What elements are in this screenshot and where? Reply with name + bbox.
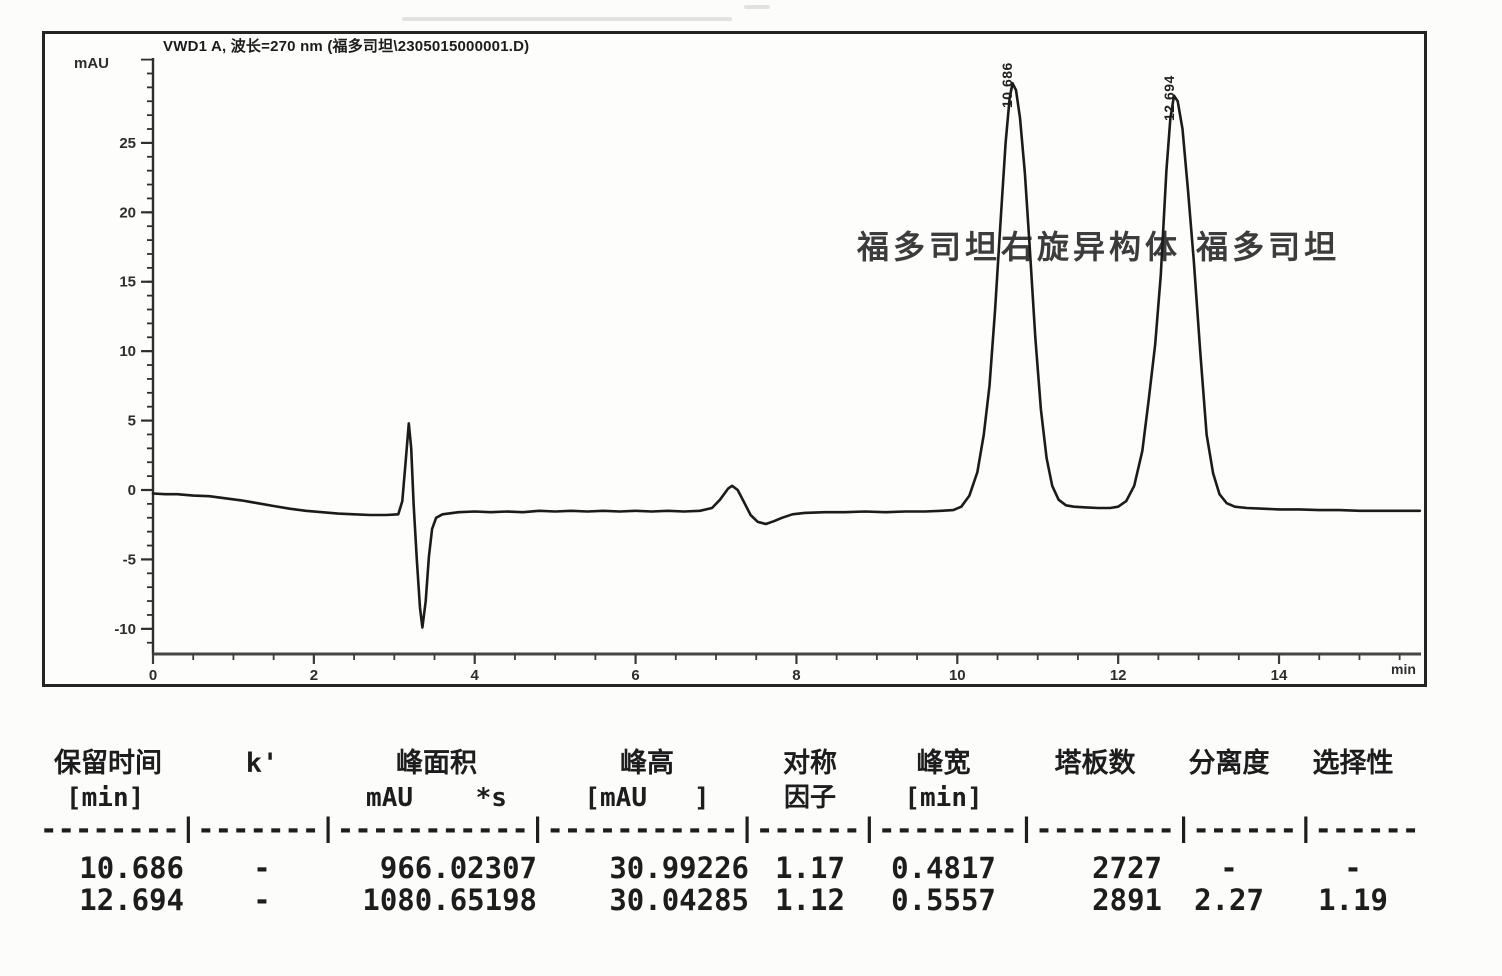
table-cell: 2891: [1092, 884, 1162, 916]
table-separator: --------|-------|-----------|-----------…: [40, 816, 1420, 843]
col-header-8: 选择性: [1286, 746, 1420, 816]
peak-names-annotation: 福多司坦右旋异构体 福多司坦: [857, 228, 1341, 266]
peak-rt-label: 10.686: [999, 62, 1016, 109]
table-cell: 2.27: [1194, 884, 1264, 916]
col-header-5: 峰宽 [min]: [869, 746, 1018, 816]
table-cell: 12.694: [79, 884, 184, 916]
col-header-unit: [min]: [66, 783, 145, 813]
table-cell: 966.02307: [379, 851, 537, 884]
col-header-name: 选择性: [1312, 748, 1394, 779]
table-cell: 10.686: [79, 851, 184, 884]
table-cell: -: [253, 884, 271, 916]
peak-results-table: 保留时间 [min] k' 峰面积 mAU *s 峰高 [mAU ] 对称因子 峰宽 [min] 塔…: [40, 746, 1420, 916]
table-cell: 1.12: [775, 884, 845, 916]
col-header-name: 保留时间: [54, 748, 162, 779]
table-cell: -: [1220, 851, 1238, 884]
table-cell: 1.19: [1318, 884, 1388, 916]
col-header-unit: [min]: [904, 783, 983, 813]
col-header-unit: 因子: [783, 783, 836, 813]
scan-artifact: [744, 5, 770, 9]
table-row: 12.694 - 1080.65198 30.04285 1.12 0.5557 2891 2…: [40, 884, 1420, 916]
col-header-name: k': [245, 748, 279, 779]
chromatogram-title: VWD1 A, 波长=270 nm (福多司坦\2305015000001.D): [163, 38, 530, 55]
col-header-name: 分离度: [1188, 748, 1270, 779]
col-header-name: 峰高: [620, 748, 674, 779]
col-header-2: 峰面积 mAU *s: [330, 746, 543, 816]
y-axis-unit-label: mAU: [74, 55, 110, 72]
col-header-name: 对称: [783, 748, 837, 779]
x-axis-unit-label: min: [1391, 661, 1416, 677]
col-header-unit: [mAU ]: [584, 783, 710, 813]
table-cell: 30.99226: [609, 851, 749, 884]
table-cell: 2727: [1092, 851, 1162, 884]
scan-artifact: [402, 17, 732, 21]
col-header-name: 塔板数: [1054, 748, 1136, 779]
table-separator-row: --------|-------|-----------|-----------…: [40, 816, 1420, 843]
col-header-0: 保留时间 [min]: [40, 746, 194, 816]
table-header-row: 保留时间 [min] k' 峰面积 mAU *s 峰高 [mAU ] 对称因子 峰宽 [min] 塔…: [40, 746, 1420, 816]
peak-rt-label: 12.694: [1160, 74, 1177, 121]
col-header-name: 峰面积: [396, 748, 477, 779]
col-header-1: k': [194, 746, 330, 816]
table-cell: -: [1344, 851, 1362, 884]
col-header-3: 峰高 [mAU ]: [543, 746, 751, 816]
table-cell: 30.04285: [609, 884, 749, 916]
col-header-unit: mAU *s: [366, 783, 507, 813]
table-row: 10.686 - 966.02307 30.99226 1.17 0.4817 2727 - -: [40, 843, 1420, 884]
col-header-4: 对称 因子: [751, 746, 869, 816]
table-cell: 1.17: [775, 851, 845, 884]
col-header-7: 分离度: [1172, 746, 1286, 816]
col-header-6: 塔板数: [1018, 746, 1172, 816]
table-cell: -: [253, 851, 271, 884]
table-cell: 0.4817: [891, 851, 996, 884]
col-header-name: 峰宽: [916, 748, 971, 779]
chromatogram-frame: [42, 31, 1427, 687]
table-cell: 1080.65198: [362, 884, 537, 916]
table-cell: 0.5557: [891, 884, 996, 916]
